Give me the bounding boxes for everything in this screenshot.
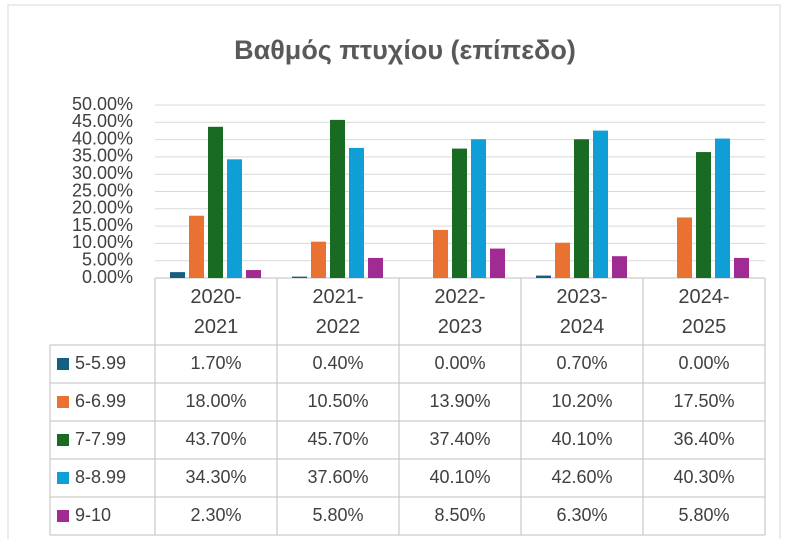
legend-swatch bbox=[57, 358, 69, 370]
bar bbox=[246, 270, 261, 278]
bar bbox=[593, 130, 608, 278]
bar bbox=[368, 257, 383, 278]
table-value: 45.70% bbox=[307, 429, 368, 449]
table-value: 36.40% bbox=[673, 429, 734, 449]
legend-swatch bbox=[57, 434, 69, 446]
legend-swatch bbox=[57, 510, 69, 522]
x-tick-cell: 2020-2021 bbox=[155, 278, 277, 345]
y-tick-label: 10.00% bbox=[72, 232, 133, 252]
x-tick-label: 2020-2021 bbox=[190, 285, 242, 338]
x-tick-cell: 2022-2023 bbox=[399, 278, 521, 345]
table-value: 40.10% bbox=[429, 467, 490, 487]
table-value: 34.30% bbox=[185, 467, 246, 487]
bar bbox=[227, 159, 242, 278]
chart-title: Βαθμός πτυχίου (επίπεδο) bbox=[234, 35, 576, 65]
table-value: 1.70% bbox=[190, 353, 241, 373]
x-tick-cell: 2021-2022 bbox=[277, 278, 399, 345]
bar bbox=[433, 229, 448, 278]
table-value: 13.90% bbox=[429, 391, 490, 411]
table-value: 18.00% bbox=[185, 391, 246, 411]
x-tick-label: 2024-2025 bbox=[678, 285, 730, 338]
table-value: 40.30% bbox=[673, 467, 734, 487]
y-tick-label: 25.00% bbox=[72, 180, 133, 200]
y-tick-label: 50.00% bbox=[72, 94, 133, 114]
bar bbox=[330, 119, 345, 279]
y-tick-label: 5.00% bbox=[82, 249, 133, 269]
y-tick-label: 40.00% bbox=[72, 128, 133, 148]
table-value: 2.30% bbox=[190, 505, 241, 525]
legend-swatch bbox=[57, 396, 69, 408]
bar bbox=[536, 275, 551, 278]
x-tick-cell: 2024-2025 bbox=[643, 278, 765, 345]
table-value: 8.50% bbox=[434, 505, 485, 525]
legend-swatch bbox=[57, 472, 69, 484]
x-tick-cell: 2023-2024 bbox=[521, 278, 643, 345]
y-tick-label: 30.00% bbox=[72, 163, 133, 183]
x-tick-cell: 2022-2023 bbox=[399, 278, 521, 345]
bar bbox=[452, 148, 467, 278]
table-value: 0.70% bbox=[556, 353, 607, 373]
bar bbox=[471, 139, 486, 278]
x-tick-cell: 2021-2022 bbox=[277, 278, 399, 345]
x-tick-cell: 2023-2024 bbox=[521, 278, 643, 345]
bar bbox=[677, 217, 692, 278]
bar bbox=[189, 215, 204, 278]
bar bbox=[208, 126, 223, 278]
x-tick-cell: 2024-2025 bbox=[643, 278, 765, 345]
bar bbox=[696, 152, 711, 278]
table-value: 40.10% bbox=[551, 429, 612, 449]
table-value: 0.00% bbox=[434, 353, 485, 373]
bar bbox=[555, 242, 570, 278]
x-tick-label: 2022-2023 bbox=[434, 285, 486, 338]
table-value: 37.60% bbox=[307, 467, 368, 487]
bar bbox=[574, 139, 589, 278]
bar bbox=[715, 138, 730, 278]
legend-label: 8-8.99 bbox=[75, 467, 126, 487]
table-value: 17.50% bbox=[673, 391, 734, 411]
y-tick-label: 15.00% bbox=[72, 215, 133, 235]
table-value: 5.80% bbox=[312, 505, 363, 525]
table-value: 0.40% bbox=[312, 353, 363, 373]
table-value: 6.30% bbox=[556, 505, 607, 525]
y-tick-label: 20.00% bbox=[72, 198, 133, 218]
bar bbox=[734, 257, 749, 278]
table-value: 5.80% bbox=[678, 505, 729, 525]
table-value: 0.00% bbox=[678, 353, 729, 373]
chart-frame bbox=[7, 4, 781, 539]
y-tick-label: 0.00% bbox=[82, 267, 133, 287]
x-tick-label: 2021-2022 bbox=[312, 285, 364, 338]
bar bbox=[612, 256, 627, 278]
table-value: 10.20% bbox=[551, 391, 612, 411]
legend-label: 5-5.99 bbox=[75, 353, 126, 373]
bar bbox=[170, 272, 185, 278]
bar bbox=[349, 147, 364, 278]
legend-label: 7-7.99 bbox=[75, 429, 126, 449]
table-value: 37.40% bbox=[429, 429, 490, 449]
legend-label: 6-6.99 bbox=[75, 391, 126, 411]
legend-label: 9-10 bbox=[75, 505, 111, 525]
bar bbox=[490, 248, 505, 278]
bar bbox=[292, 276, 307, 278]
x-tick-label: 2023-2024 bbox=[556, 285, 608, 338]
table-value: 10.50% bbox=[307, 391, 368, 411]
y-tick-label: 35.00% bbox=[72, 146, 133, 166]
bar bbox=[311, 241, 326, 278]
y-tick-label: 45.00% bbox=[72, 111, 133, 131]
table-value: 42.60% bbox=[551, 467, 612, 487]
x-tick-cell: 2020-2021 bbox=[155, 278, 277, 345]
table-value: 43.70% bbox=[185, 429, 246, 449]
